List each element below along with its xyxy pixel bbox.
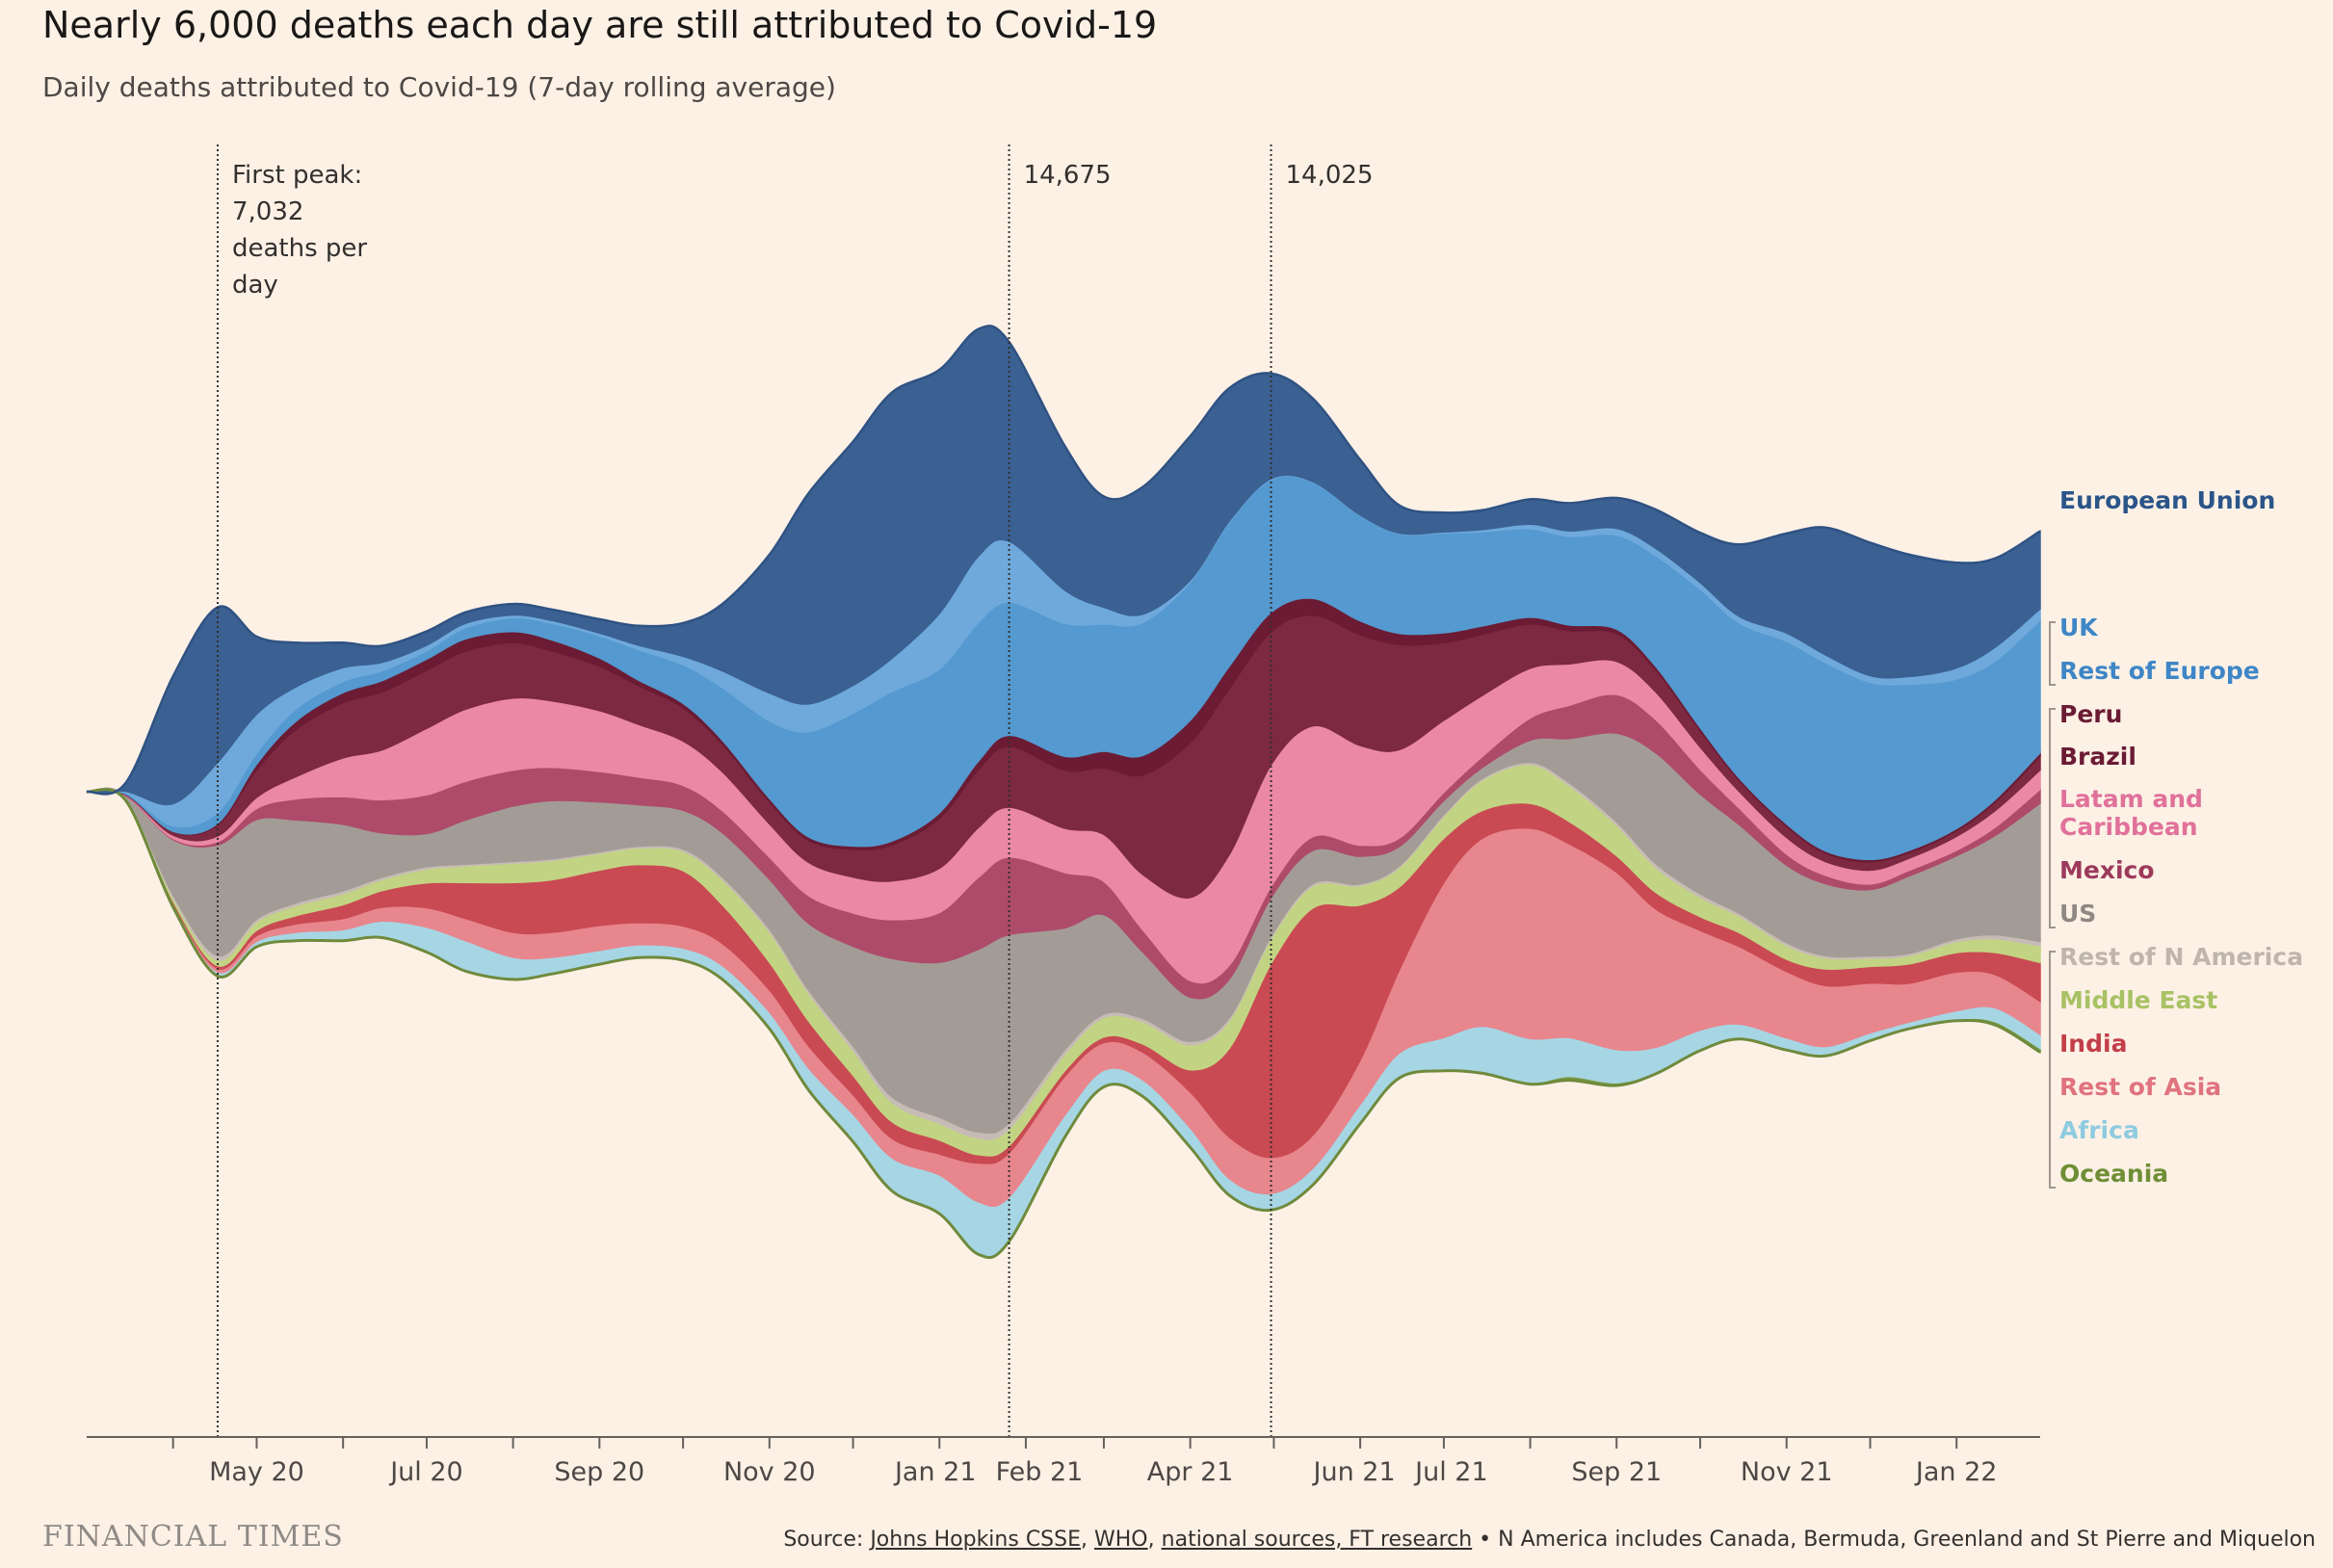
legend-label: US xyxy=(2059,900,2096,928)
x-tick-label: Jan 22 xyxy=(1914,1457,1998,1487)
legend-item-rest-of-asia: Rest of Asia xyxy=(2059,1073,2221,1101)
legend-label: Peru xyxy=(2059,700,2122,728)
legend-item-middle-east: Middle East xyxy=(2059,986,2217,1014)
chart-title: Nearly 6,000 deaths each day are still a… xyxy=(42,4,1158,46)
stream-layers xyxy=(86,325,2041,1260)
legend-label: Rest of Europe xyxy=(2059,657,2260,685)
annotation-text: 14,025 xyxy=(1286,161,1374,190)
stream-bottom-edge xyxy=(86,788,2041,1260)
legend-item-brazil: Brazil xyxy=(2059,743,2136,771)
legend-item-oceania: Oceania xyxy=(2059,1160,2168,1188)
x-tick-label: Nov 20 xyxy=(723,1457,816,1487)
x-tick-label: Jul 20 xyxy=(388,1457,463,1487)
source-link-national-sources[interactable]: national sources, FT research xyxy=(1161,1528,1473,1552)
x-tick-label: Apr 21 xyxy=(1147,1457,1234,1487)
source-separator: , xyxy=(1147,1528,1162,1552)
source-prefix: Source: xyxy=(783,1528,871,1552)
source-footnote: • N America includes Canada, Bermuda, Gr… xyxy=(1472,1528,2316,1552)
annotation-text: First peak: xyxy=(232,161,362,190)
source-link-johns-hopkins[interactable]: Johns Hopkins CSSE xyxy=(870,1528,1082,1552)
legend-item-rest-of-n-america: Rest of N America xyxy=(2059,943,2303,971)
legend-label: Rest of N America xyxy=(2059,943,2303,971)
x-tick-label: Nov 21 xyxy=(1741,1457,1833,1487)
ft-brand-logo: FINANCIAL TIMES xyxy=(42,1520,344,1554)
legend-label: Brazil xyxy=(2059,743,2136,771)
legend-label: Rest of Asia xyxy=(2059,1073,2221,1101)
legend-item-india: India xyxy=(2059,1030,2127,1058)
legend-label: Caribbean xyxy=(2059,813,2198,841)
legend-item-uk: UK xyxy=(2059,614,2099,641)
chart-subtitle: Daily deaths attributed to Covid-19 (7-d… xyxy=(42,71,836,103)
legend-label: Oceania xyxy=(2059,1160,2168,1188)
source-link-who[interactable]: WHO xyxy=(1094,1528,1148,1552)
legend-item-us: US xyxy=(2059,900,2096,928)
legend-label: Mexico xyxy=(2059,856,2155,884)
x-tick-label: Jul 21 xyxy=(1413,1457,1488,1487)
legend-label: Middle East xyxy=(2059,986,2217,1014)
x-tick-label: Sep 20 xyxy=(554,1457,644,1487)
legend-item-rest-of-europe: Rest of Europe xyxy=(2059,657,2260,685)
source-note: Source: Johns Hopkins CSSE, WHO, nationa… xyxy=(783,1528,2316,1552)
stream-top-edge xyxy=(86,325,2041,796)
legend-bracket xyxy=(2049,951,2056,1189)
annotations: First peak: 7,032 deaths per day 14,675 14,02… xyxy=(216,144,1374,1437)
legend-item-mexico: Mexico xyxy=(2059,856,2155,884)
x-tick-label: Jun 21 xyxy=(1312,1457,1396,1487)
legend-label: UK xyxy=(2059,614,2099,641)
x-axis: May 20 Jul 20 Sep 20 Nov 20 Jan 21 Feb 21 Apr … xyxy=(87,1436,2040,1487)
legend: Oceania Africa Rest of Asia India Middle Eas… xyxy=(2049,486,2303,1189)
legend-label: European Union xyxy=(2059,486,2275,514)
legend-label: Africa xyxy=(2059,1116,2139,1144)
source-separator: , xyxy=(1081,1528,1095,1552)
legend-item-peru: Peru xyxy=(2059,700,2122,728)
annotation-text: deaths per xyxy=(232,234,367,263)
x-tick-label: Jan 21 xyxy=(893,1457,977,1487)
legend-item-european-union: European Union xyxy=(2059,486,2275,514)
x-tick-label: Sep 21 xyxy=(1571,1457,1662,1487)
legend-label: India xyxy=(2059,1030,2127,1058)
x-tick-label: Feb 21 xyxy=(996,1457,1084,1487)
annotation-text: 14,675 xyxy=(1024,161,1112,190)
x-tick-label: May 20 xyxy=(209,1457,304,1487)
legend-bracket xyxy=(2049,708,2056,928)
annotation-text: 7,032 xyxy=(232,197,303,226)
legend-label: Latam and xyxy=(2059,785,2203,813)
annotation-text: day xyxy=(232,271,278,300)
legend-item-africa: Africa xyxy=(2059,1116,2139,1144)
legend-bracket xyxy=(2049,621,2056,686)
